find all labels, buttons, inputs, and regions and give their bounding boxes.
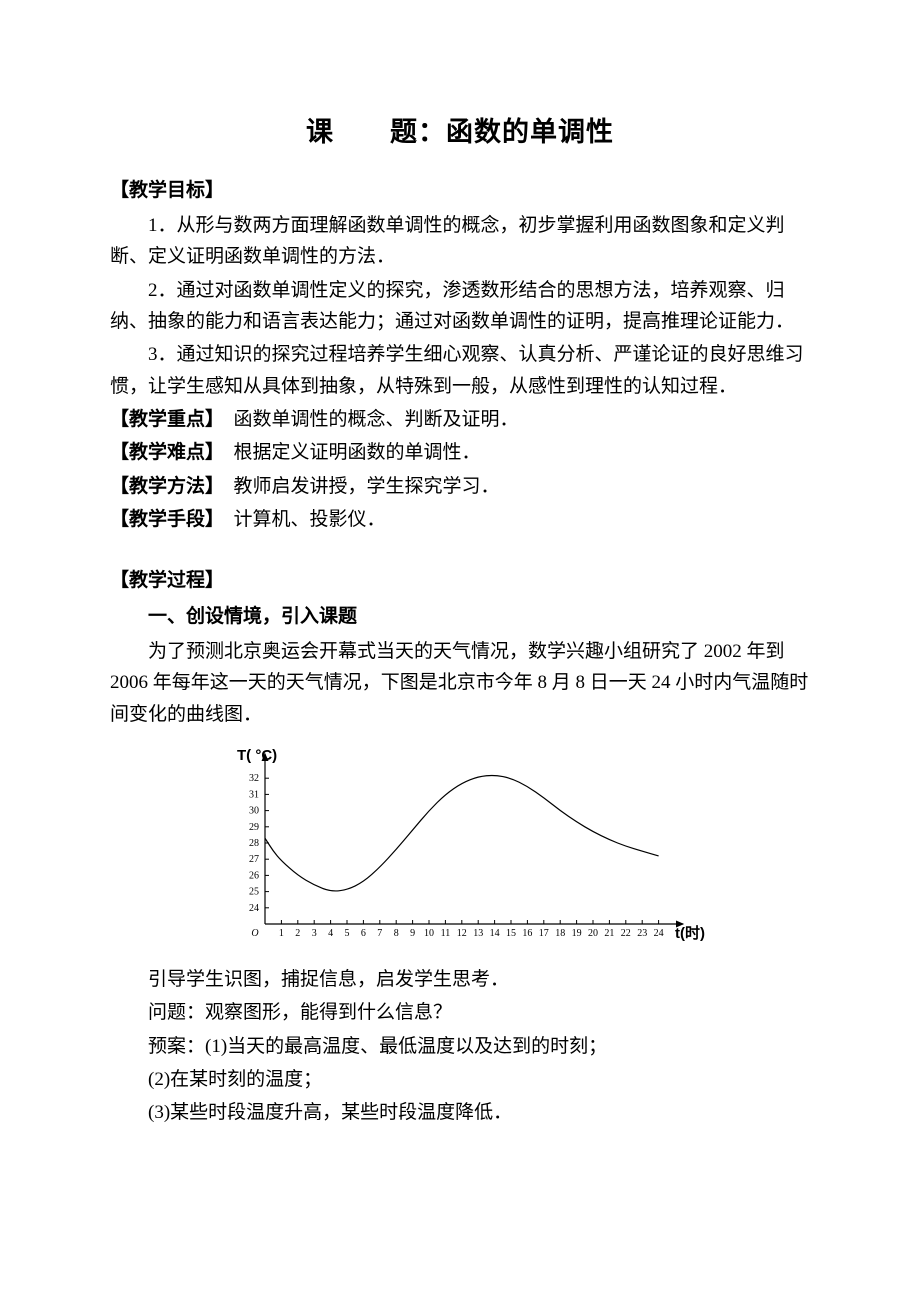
- svg-text:29: 29: [249, 822, 259, 833]
- guide-para: 引导学生识图，捕捉信息，启发学生思考．: [110, 964, 810, 995]
- svg-text:23: 23: [637, 928, 647, 939]
- section-process-head: 【教学过程】: [110, 565, 810, 596]
- label-difficulty: 【教学难点】: [110, 442, 215, 463]
- objective-3: 3．通过知识的探究过程培养学生细心观察、认真分析、严谨论证的良好思维习惯，让学生…: [110, 339, 810, 402]
- svg-text:T( °C): T( °C): [237, 747, 277, 764]
- svg-text:26: 26: [249, 870, 259, 881]
- page-title: 课 题：函数的单调性: [110, 110, 810, 155]
- svg-text:9: 9: [410, 928, 415, 939]
- row-method: 【教学方法】 教师启发讲授，学生探究学习．: [110, 471, 810, 502]
- svg-text:22: 22: [621, 928, 631, 939]
- value-focus: 函数单调性的概念、判断及证明．: [215, 409, 519, 430]
- svg-text:30: 30: [249, 806, 259, 817]
- objective-2: 2．通过对函数单调性定义的探究，渗透数形结合的思想方法，培养观察、归纳、抽象的能…: [110, 275, 810, 338]
- svg-text:O: O: [251, 928, 258, 939]
- svg-text:6: 6: [361, 928, 366, 939]
- svg-text:4: 4: [328, 928, 333, 939]
- row-focus: 【教学重点】 函数单调性的概念、判断及证明．: [110, 404, 810, 435]
- svg-text:25: 25: [249, 887, 259, 898]
- svg-text:19: 19: [572, 928, 582, 939]
- svg-text:32: 32: [249, 773, 259, 784]
- svg-text:20: 20: [588, 928, 598, 939]
- value-tools: 计算机、投影仪．: [215, 509, 386, 530]
- answer-1: 预案：(1)当天的最高温度、最低温度以及达到的时刻；: [110, 1031, 810, 1062]
- label-focus: 【教学重点】: [110, 409, 215, 430]
- section-objectives-head: 【教学目标】: [110, 175, 810, 206]
- label-method: 【教学方法】: [110, 476, 215, 497]
- svg-text:27: 27: [249, 854, 259, 865]
- svg-text:15: 15: [506, 928, 516, 939]
- process-para-1: 为了预测北京奥运会开幕式当天的天气情况，数学兴趣小组研究了 2002 年到 20…: [110, 636, 810, 730]
- svg-text:2: 2: [295, 928, 300, 939]
- value-method: 教师启发讲授，学生探究学习．: [215, 476, 500, 497]
- svg-text:24: 24: [249, 903, 259, 914]
- svg-text:t(时): t(时): [675, 925, 705, 942]
- svg-text:1: 1: [279, 928, 284, 939]
- svg-text:5: 5: [345, 928, 350, 939]
- svg-text:3: 3: [312, 928, 317, 939]
- objective-1: 1．从形与数两方面理解函数单调性的概念，初步掌握利用函数图象和定义判断、定义证明…: [110, 210, 810, 273]
- svg-text:21: 21: [604, 928, 614, 939]
- label-tools: 【教学手段】: [110, 509, 215, 530]
- svg-text:8: 8: [394, 928, 399, 939]
- svg-text:16: 16: [522, 928, 532, 939]
- chart-svg: 1234567891011121314151617181920212223242…: [215, 740, 705, 950]
- spacer: [110, 537, 810, 559]
- temperature-chart: 1234567891011121314151617181920212223242…: [215, 740, 705, 950]
- svg-text:10: 10: [424, 928, 434, 939]
- answer-3: (3)某些时段温度升高，某些时段温度降低．: [110, 1097, 810, 1128]
- svg-text:7: 7: [377, 928, 382, 939]
- document-page: 课 题：函数的单调性 【教学目标】 1．从形与数两方面理解函数单调性的概念，初步…: [0, 0, 920, 1191]
- row-difficulty: 【教学难点】 根据定义证明函数的单调性．: [110, 437, 810, 468]
- svg-text:18: 18: [555, 928, 565, 939]
- svg-text:28: 28: [249, 838, 259, 849]
- value-difficulty: 根据定义证明函数的单调性．: [215, 442, 481, 463]
- svg-text:13: 13: [473, 928, 483, 939]
- row-tools: 【教学手段】 计算机、投影仪．: [110, 504, 810, 535]
- svg-text:24: 24: [654, 928, 664, 939]
- svg-text:12: 12: [457, 928, 467, 939]
- svg-text:11: 11: [441, 928, 451, 939]
- answer-2: (2)在某时刻的温度；: [110, 1064, 810, 1095]
- svg-text:14: 14: [490, 928, 500, 939]
- question-para: 问题：观察图形，能得到什么信息？: [110, 997, 810, 1028]
- subsection-1-head: 一、创设情境，引入课题: [110, 601, 810, 632]
- svg-text:31: 31: [249, 789, 259, 800]
- svg-text:17: 17: [539, 928, 549, 939]
